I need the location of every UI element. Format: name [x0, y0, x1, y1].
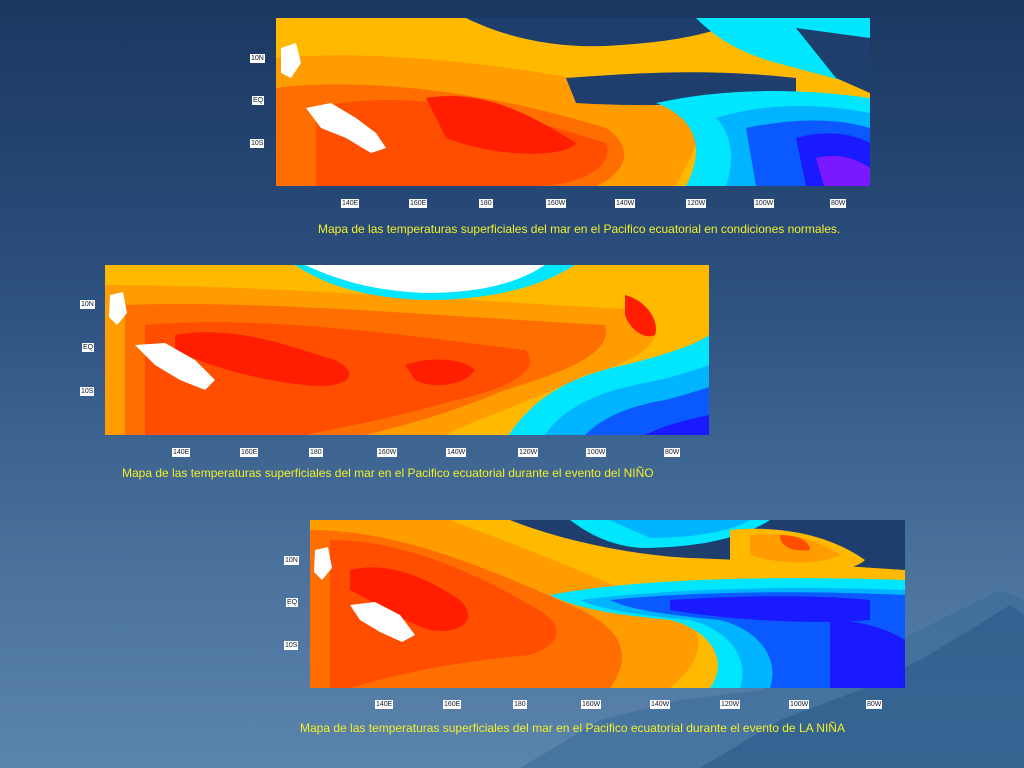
x-tick-label: 180: [513, 700, 527, 709]
x-tick-label: 80W: [830, 199, 847, 208]
y-tick-label: EQ: [286, 598, 299, 607]
x-tick-label: 140E: [172, 448, 191, 457]
caption-nina: Mapa de las temperaturas superficiales d…: [300, 721, 845, 735]
caption-nino: Mapa de las temperaturas superficiales d…: [122, 466, 654, 480]
x-tick-label: 120W: [518, 448, 539, 457]
x-tick-label: 160W: [377, 448, 398, 457]
x-tick-label: 80W: [866, 700, 883, 709]
y-tick-label: 10S: [250, 139, 265, 148]
x-tick-label: 100W: [754, 199, 775, 208]
sst-map-nina: [310, 520, 905, 688]
x-tick-label: 140W: [615, 199, 636, 208]
x-tick-label: 140E: [341, 199, 360, 208]
y-tick-label: 10N: [284, 556, 299, 565]
y-tick-label: 10S: [284, 641, 299, 650]
x-tick-label: 180: [479, 199, 493, 208]
x-tick-label: 120W: [686, 199, 707, 208]
x-tick-label: 160W: [581, 700, 602, 709]
y-tick-label: 10S: [80, 387, 95, 396]
x-tick-label: 160E: [409, 199, 428, 208]
x-tick-label: 80W: [664, 448, 681, 457]
x-tick-label: 100W: [789, 700, 810, 709]
x-tick-label: 160E: [240, 448, 259, 457]
x-tick-label: 160E: [443, 700, 462, 709]
y-tick-label: EQ: [252, 96, 265, 105]
x-tick-label: 160W: [546, 199, 567, 208]
y-tick-label: 10N: [250, 54, 265, 63]
caption-normal: Mapa de las temperaturas superficiales d…: [318, 222, 841, 236]
sst-map-normal: [276, 18, 870, 186]
x-tick-label: 120W: [720, 700, 741, 709]
y-tick-label: 10N: [80, 300, 95, 309]
x-tick-label: 140W: [446, 448, 467, 457]
x-tick-label: 140W: [650, 700, 671, 709]
x-tick-label: 180: [309, 448, 323, 457]
x-tick-label: 100W: [586, 448, 607, 457]
y-tick-label: EQ: [82, 343, 95, 352]
x-tick-label: 140E: [375, 700, 394, 709]
sst-map-nino: [105, 265, 709, 435]
